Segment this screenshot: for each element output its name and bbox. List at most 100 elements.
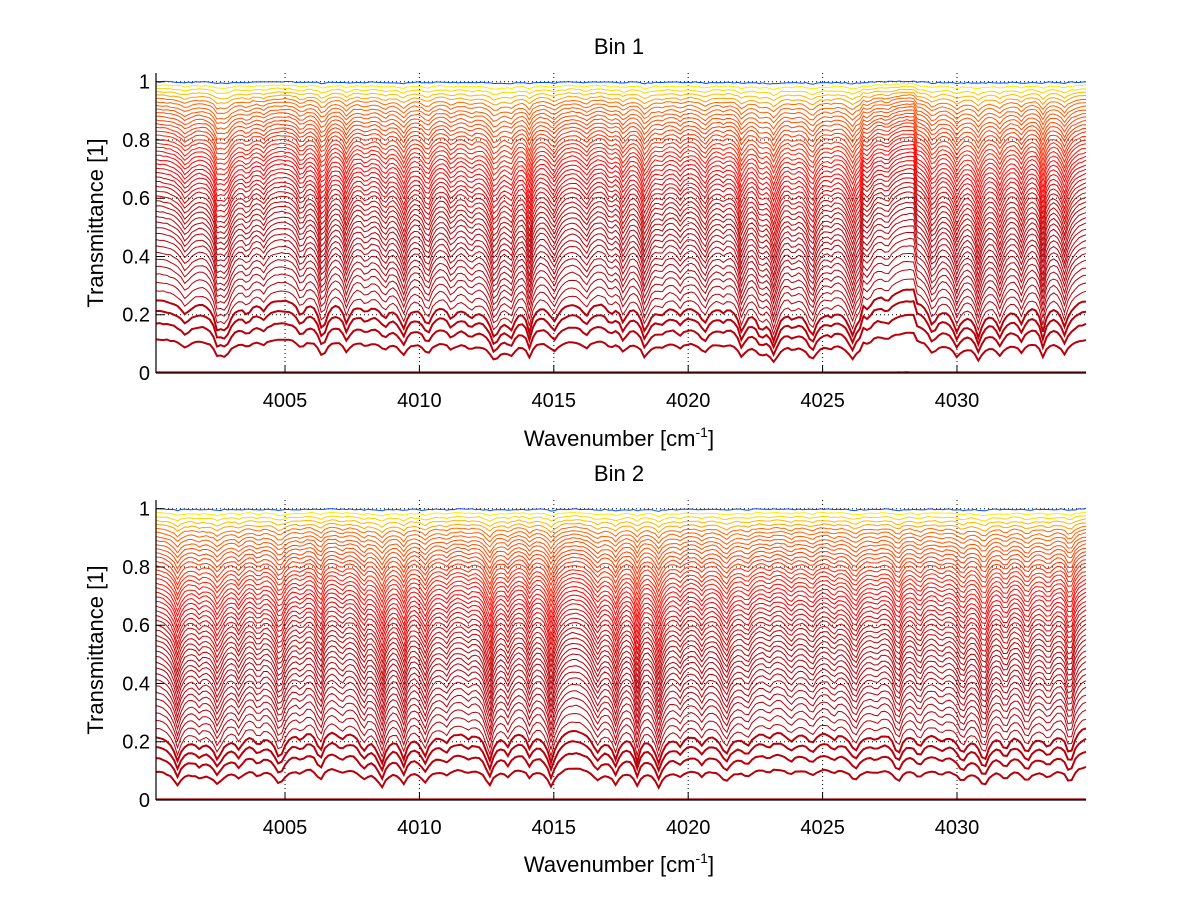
spectrum-line — [155, 268, 1087, 331]
spectrum-line — [155, 82, 1087, 91]
spectrum-line — [155, 518, 1087, 529]
spectrum-line — [155, 122, 1087, 163]
spectrum-line — [155, 661, 1087, 711]
y-ticks: 0 0.2 0.4 0.6 0.8 1 — [122, 72, 164, 385]
spectrum-line — [155, 103, 1087, 130]
spectrum-line — [155, 181, 1087, 249]
spectrum-line — [155, 595, 1087, 637]
y-tick-label: 0.2 — [122, 305, 150, 327]
spectrum-line — [155, 201, 1087, 272]
spectrum-line — [155, 106, 1087, 136]
spectrum-line — [155, 100, 1087, 124]
spectrum-line — [155, 212, 1087, 283]
spectrum-line — [155, 112, 1087, 147]
spectrum-line — [155, 164, 1087, 227]
spectrum-line — [156, 288, 1087, 345]
spectrum-line — [155, 237, 1087, 306]
spectrum-line — [155, 686, 1087, 734]
spectrum-line — [155, 136, 1087, 187]
x-tick-label: 4010 — [397, 817, 442, 839]
spectrum-line — [155, 133, 1087, 181]
x-axis-title: Wavenumber [cm-1] — [524, 424, 714, 451]
x-tick-label: 4005 — [263, 817, 308, 839]
spectrum-line — [155, 562, 1087, 593]
spectrum-line — [155, 177, 1087, 243]
spectrum-line — [155, 119, 1087, 159]
spectrum-line — [155, 525, 1087, 539]
spectrum-line — [155, 206, 1087, 278]
spectrum-line — [155, 547, 1087, 572]
spectrum-line — [155, 639, 1087, 687]
x-axis-title-main: Wavenumber [cm — [524, 426, 696, 451]
spectrum-line — [155, 614, 1087, 660]
spectrum-line — [155, 765, 1087, 790]
spectrum-line — [155, 587, 1087, 626]
spectrum-line — [155, 575, 1087, 609]
x-tick-label: 4020 — [666, 817, 711, 839]
spectrum-line — [155, 551, 1087, 577]
x-tick-label: 4020 — [666, 390, 711, 412]
spectrum-line — [155, 155, 1087, 214]
spectrum-line — [155, 737, 1087, 774]
spectrum-line — [155, 674, 1087, 722]
spectrum-line — [155, 532, 1087, 550]
y-tick-label: 0.4 — [122, 246, 150, 268]
x-axis-title-main: Wavenumber [cm — [524, 852, 696, 877]
spectrum-line — [155, 701, 1087, 746]
spectrum-line — [155, 655, 1087, 704]
spectrum-line — [155, 515, 1087, 523]
spectrum-line — [155, 115, 1086, 152]
x-tick-label: 4030 — [935, 390, 980, 412]
spectrum-line — [155, 143, 1087, 198]
spectrum-line — [155, 582, 1087, 621]
y-tick-label: 0.8 — [122, 130, 150, 152]
x-tick-label: 4015 — [532, 817, 577, 839]
spectrum-line — [155, 94, 1087, 113]
spectrum-line — [156, 125, 1087, 170]
spectrum-line — [155, 88, 1087, 102]
spectrum-line — [155, 147, 1087, 203]
spectrum-line — [155, 619, 1087, 666]
spectrum-line — [155, 151, 1087, 209]
spectrum-line — [155, 543, 1087, 566]
spectrum-line — [155, 191, 1087, 260]
spectrum-line — [156, 718, 1087, 759]
spectrum-line — [155, 331, 1087, 364]
x-axis-title-close: ] — [708, 852, 714, 877]
plot-title: Bin 1 — [594, 34, 644, 59]
spectrum-line — [155, 644, 1087, 693]
x-tick-label: 4025 — [800, 390, 845, 412]
x-tick-label: 4025 — [800, 817, 845, 839]
spectrum-line — [155, 634, 1087, 682]
spectrum-line — [155, 91, 1087, 108]
spectrum-line — [155, 578, 1087, 616]
spectrum-line — [155, 623, 1087, 671]
spectrum-line — [155, 727, 1087, 767]
x-axis-title-sup: -1 — [696, 424, 709, 440]
spectrum-line — [155, 80, 1087, 85]
spectrum-line — [155, 278, 1087, 336]
subplot-bin-1: Bin 1 4005 4010 4015 4020 4025 4030 0 0.2 0.4 0.… — [83, 34, 1087, 451]
y-tick-label: 1 — [139, 499, 150, 521]
x-ticks: 4005 4010 4015 4020 4025 4030 — [263, 792, 979, 839]
spectrum-line — [155, 85, 1087, 97]
spectrum-line — [155, 536, 1087, 555]
y-tick-label: 0.6 — [122, 615, 150, 637]
spectrum-line — [155, 172, 1087, 238]
x-axis-title: Wavenumber [cm-1] — [524, 850, 714, 877]
y-tick-label: 0.4 — [122, 673, 150, 695]
spectrum-line — [155, 605, 1087, 649]
y-ticks: 0 0.2 0.4 0.6 0.8 1 — [122, 499, 164, 812]
spectrum-line — [155, 600, 1087, 644]
spectrum-line — [155, 225, 1087, 294]
subplot-bin-2: Bin 2 4005 4010 4015 4020 4025 4030 0 0.2 0.4 0.… — [83, 461, 1087, 877]
spectrum-line — [155, 313, 1087, 358]
plot-title: Bin 2 — [594, 461, 644, 486]
x-tick-label: 4010 — [397, 390, 442, 412]
spectrum-line — [155, 97, 1087, 119]
y-tick-label: 0 — [139, 790, 150, 812]
x-axis-title-close: ] — [708, 426, 714, 451]
spectrum-line — [155, 160, 1087, 220]
spectrum-line — [155, 218, 1087, 289]
